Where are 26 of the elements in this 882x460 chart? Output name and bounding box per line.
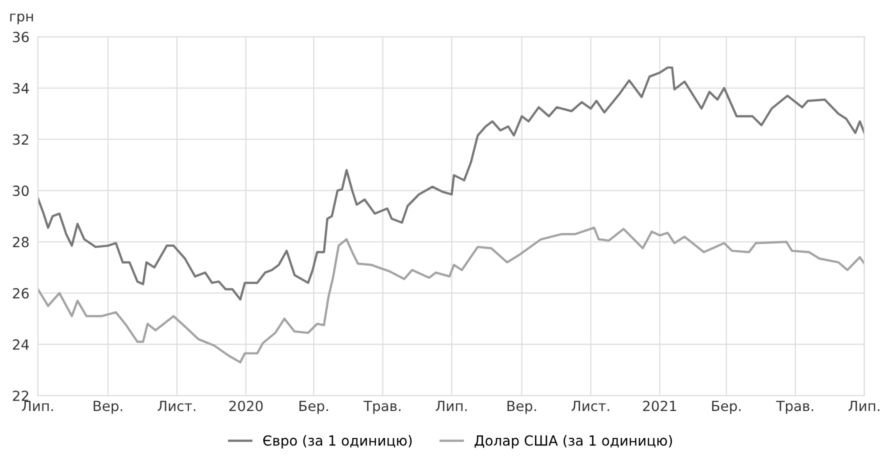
x-tick-label: Лип. [436, 400, 467, 412]
y-tick-label: 24 [12, 339, 29, 350]
x-tick-label: 2020 [229, 400, 263, 412]
x-tick-label: 2021 [643, 400, 676, 412]
legend-label: Євро (за 1 одиницю) [263, 435, 412, 448]
y-tick-label: 36 [12, 32, 29, 42]
x-tick-label: Вер. [94, 400, 122, 414]
x-tick-label: Лист. [572, 400, 610, 412]
x-tick-label: Трав. [364, 400, 400, 414]
x-tick-label: Лип. [22, 400, 53, 412]
x-tick-label: Вер. [508, 400, 536, 414]
line-series [38, 66, 864, 301]
line-series [38, 226, 864, 364]
x-tick-label: Лип. [848, 400, 880, 412]
y-tick-label: 30 [12, 186, 29, 196]
y-axis-title: грн [10, 14, 33, 24]
y-tick-label: 28 [12, 236, 29, 248]
x-tick-label: Лист. [158, 400, 196, 412]
x-tick-label: Бер. [712, 400, 741, 414]
y-tick-label: 22 [12, 390, 28, 401]
x-tick-label: Бер. [299, 400, 328, 414]
y-tick-label: 26 [12, 288, 29, 299]
y-tick-label: 34 [12, 83, 29, 94]
x-tick-label: Трав. [776, 400, 814, 414]
legend-label: Долар США (за 1 одиницю) [474, 435, 672, 448]
y-tick-label: 32 [12, 134, 28, 145]
